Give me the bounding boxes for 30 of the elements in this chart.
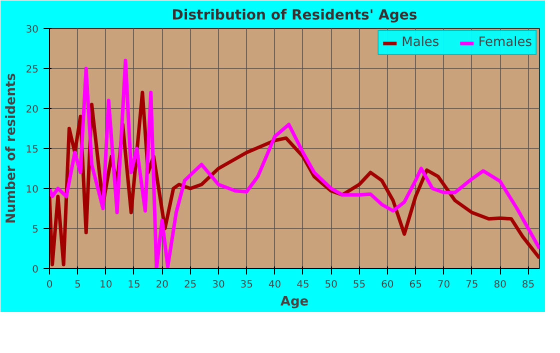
chart-title: Distribution of Residents' Ages xyxy=(172,8,418,24)
x-axis-title: Age xyxy=(280,294,309,310)
x-tick-label: 15 xyxy=(128,280,140,290)
x-tick-label: 85 xyxy=(522,280,535,290)
x-tick-label: 25 xyxy=(184,280,197,290)
x-tick-label: 0 xyxy=(46,280,53,290)
x-tick-label: 30 xyxy=(212,280,225,290)
x-tick-label: 10 xyxy=(99,280,112,290)
x-tick-label: 70 xyxy=(437,280,450,290)
x-tick-label: 45 xyxy=(296,280,310,290)
y-tick-label: 25 xyxy=(26,64,39,76)
x-tick-label: 35 xyxy=(240,280,253,290)
y-axis-title: Number of residents xyxy=(4,72,19,224)
y-tick-label: 15 xyxy=(26,144,39,156)
x-tick-label: 20 xyxy=(156,280,169,290)
y-tick-label: 5 xyxy=(32,224,39,236)
y-tick-label: 30 xyxy=(26,24,39,36)
legend-label: Males xyxy=(402,35,440,50)
x-tick-label: 65 xyxy=(409,280,422,290)
x-tick-label: 50 xyxy=(324,280,338,290)
y-tick-label: 0 xyxy=(32,264,39,276)
y-tick-label: 10 xyxy=(26,184,39,196)
x-tick-label: 60 xyxy=(381,280,394,290)
y-tick-label: 20 xyxy=(26,104,39,116)
x-tick-label: 80 xyxy=(494,280,506,290)
legend-label: Females xyxy=(478,35,532,50)
x-tick-label: 5 xyxy=(74,280,81,290)
x-tick-label: 55 xyxy=(352,280,366,290)
x-tick-label: 75 xyxy=(466,280,478,290)
x-tick-label: 40 xyxy=(268,280,282,290)
